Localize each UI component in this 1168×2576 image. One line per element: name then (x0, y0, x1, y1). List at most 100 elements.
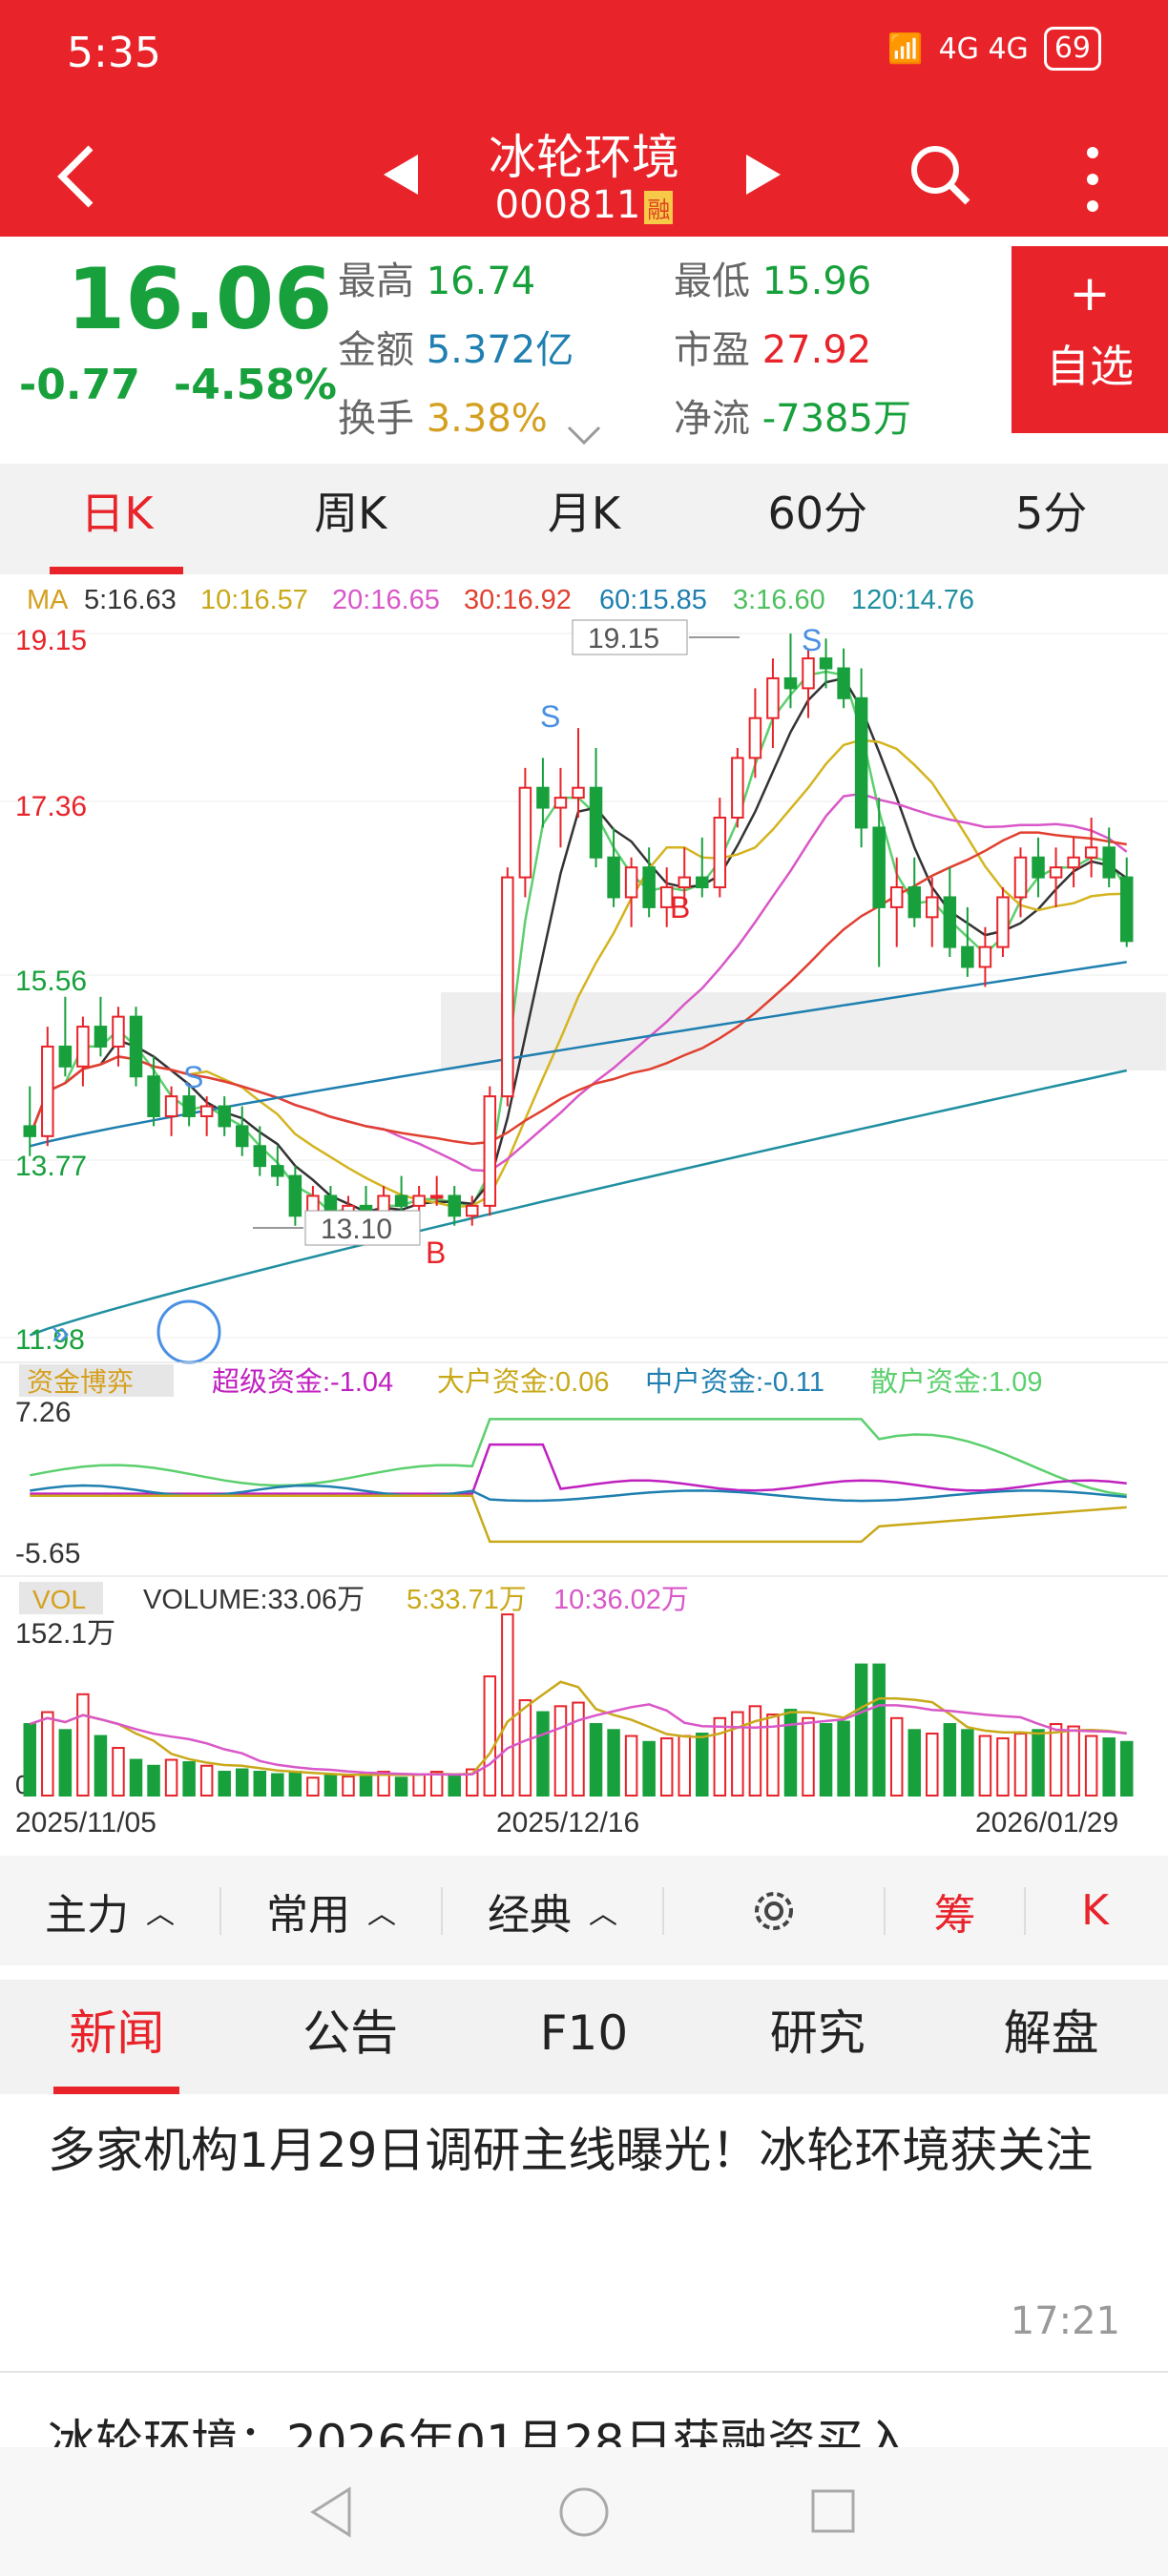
volume-bar (76, 1693, 90, 1797)
classic-indicator-label: 经典 (488, 1890, 572, 1940)
super-capital: 超级资金:-1.04 (212, 1366, 393, 1398)
tab-f10[interactable]: F10 (539, 2005, 629, 2061)
candle (429, 1195, 444, 1199)
volume-bar (323, 1773, 338, 1797)
status-time: 5:35 (67, 29, 161, 77)
candle (501, 876, 514, 1098)
candle (182, 1095, 196, 1117)
volume-bar (1067, 1725, 1080, 1797)
fullscreen-icon[interactable] (156, 1299, 221, 1364)
candle (23, 1125, 37, 1137)
nav-home-icon[interactable] (557, 2485, 611, 2539)
tab-research[interactable]: 研究 (769, 2005, 866, 2061)
candle (394, 1195, 408, 1207)
date-start: 2025/11/05 (15, 1807, 156, 1839)
volume-bar (412, 1773, 426, 1797)
tab-analysis[interactable]: 解盘 (1003, 2005, 1099, 2061)
news-divider (0, 2371, 1168, 2373)
retail-capital: 散户资金:1.09 (870, 1366, 1043, 1398)
candle (748, 717, 762, 759)
netflow-label: 净流 (674, 397, 750, 441)
nav-back-icon[interactable] (307, 2485, 355, 2539)
search-icon[interactable] (907, 141, 973, 208)
classic-indicator-button[interactable]: 经典 ︿ (443, 1880, 662, 1942)
volume-bar (837, 1720, 850, 1797)
candle (518, 786, 532, 879)
volume-bar (466, 1768, 479, 1797)
toolbar-divider (219, 1886, 221, 1935)
plus-icon: + (1069, 265, 1111, 322)
nav-recents-icon[interactable] (809, 2487, 857, 2535)
netflow-value: -7385万 (761, 397, 911, 441)
tab-day-k[interactable]: 日K (0, 464, 234, 574)
tab-week-k[interactable]: 周K (314, 488, 387, 539)
volume-bar (536, 1711, 550, 1797)
candle (253, 1145, 267, 1168)
capital-tag: 资金博弈 (27, 1367, 134, 1397)
settings-button[interactable] (664, 1884, 884, 1938)
volume-bar (394, 1776, 408, 1797)
candle (1032, 856, 1045, 879)
volume-bar (1119, 1740, 1134, 1797)
volume-bar (182, 1761, 196, 1797)
next-stock-icon[interactable] (744, 153, 782, 197)
sell-signal-2: S (540, 699, 560, 734)
capital-axis-bottom: -5.65 (15, 1538, 80, 1569)
volume-bar (926, 1733, 939, 1797)
chevron-up-icon: ︿ (146, 1897, 175, 1931)
volume-bar (766, 1714, 780, 1797)
capital-tag-box[interactable] (19, 1364, 174, 1397)
volume-bar (429, 1771, 444, 1797)
common-indicator-button[interactable]: 常用 ︿ (221, 1880, 441, 1942)
volume-bar (978, 1735, 992, 1797)
add-favorite-button[interactable]: + 自选 (1012, 246, 1168, 433)
ma3-legend: 3:16.60 (733, 585, 825, 615)
tab-news[interactable]: 新闻 (0, 1980, 234, 2094)
news-item-title[interactable]: 冰轮环境：2026年01月28日获融资买入 (48, 2415, 911, 2452)
chips-button[interactable]: 筹 (933, 1890, 976, 1940)
common-indicator-label: 常用 (266, 1890, 350, 1940)
chevron-down-icon[interactable] (565, 424, 603, 447)
tab-60min[interactable]: 60分 (767, 488, 868, 539)
amount-label: 金额 (338, 328, 414, 372)
tab-month-k[interactable]: 月K (547, 488, 621, 539)
volume-bar (147, 1764, 160, 1797)
large-capital: 大户资金:0.06 (437, 1366, 610, 1398)
capital-line (30, 1494, 1127, 1544)
scroll-left-icon[interactable]: » (52, 1315, 70, 1351)
volume-bar (483, 1675, 497, 1797)
candle (41, 1045, 54, 1137)
volume-bar (783, 1709, 798, 1797)
turnover-row: 换手 3.38% (338, 387, 548, 443)
volume-bar (359, 1773, 373, 1797)
volume-bar (112, 1747, 125, 1797)
volume-bar (1032, 1729, 1045, 1797)
volume-bar (678, 1735, 691, 1797)
app-header (0, 0, 1168, 237)
tab-announcements[interactable]: 公告 (302, 2005, 399, 2061)
news-item-time: 17:21 (1010, 2299, 1120, 2343)
kline-chart[interactable]: MA 5:16.63 10:16.57 20:16.65 30:16.92 60… (0, 574, 1168, 1856)
turnover-value: 3.38% (426, 397, 548, 441)
candle (642, 866, 656, 908)
date-mid: 2025/12/16 (496, 1807, 639, 1839)
vol-tag: VOL (32, 1585, 86, 1614)
vol-tag-box[interactable] (19, 1582, 103, 1614)
buy-signal-1: B (426, 1236, 446, 1270)
k-button[interactable]: K (1081, 1886, 1109, 1935)
back-icon[interactable] (48, 138, 105, 215)
volume-bar (589, 1723, 603, 1797)
prev-stock-icon[interactable] (382, 153, 420, 197)
candle (996, 896, 1010, 948)
ma60-legend: 60:15.85 (599, 585, 707, 615)
volume-bar (518, 1699, 532, 1797)
amount-value: 5.372亿 (426, 328, 574, 372)
tab-5min[interactable]: 5分 (1014, 488, 1088, 539)
candle (907, 886, 922, 919)
news-item-title[interactable]: 多家机构1月29日调研主线曝光！冰轮环境获关注 (48, 2123, 1094, 2178)
volume-bar (271, 1773, 284, 1797)
candle (218, 1105, 231, 1128)
candle (129, 1015, 143, 1078)
more-icon[interactable] (1078, 141, 1107, 218)
main-indicator-button[interactable]: 主力 ︿ (0, 1880, 219, 1942)
